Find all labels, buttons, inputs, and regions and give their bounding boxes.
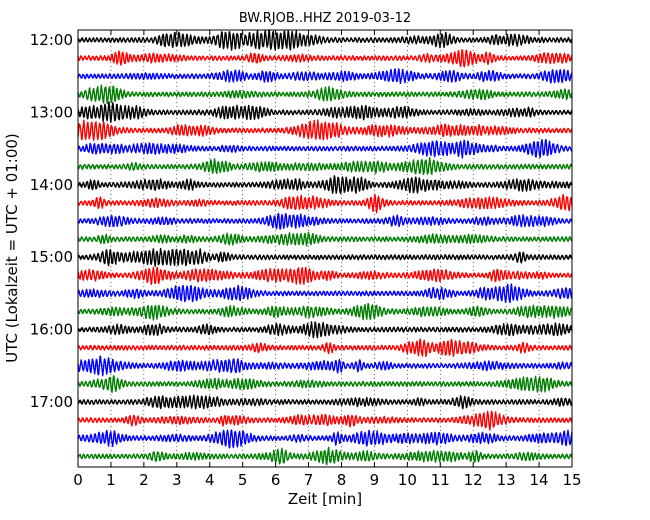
trace-1500 bbox=[77, 247, 573, 267]
trace-1230 bbox=[77, 68, 573, 85]
x-tick-label: 1 bbox=[106, 471, 116, 489]
y-tick-label: 17:00 bbox=[30, 393, 73, 411]
x-tick-label: 2 bbox=[139, 471, 149, 489]
y-tick-label: 13:00 bbox=[30, 103, 73, 121]
trace-1630 bbox=[77, 355, 573, 377]
x-tick-label: 5 bbox=[238, 471, 248, 489]
trace-1530 bbox=[77, 283, 573, 304]
trace-1600 bbox=[77, 321, 573, 339]
trace-1745 bbox=[77, 446, 573, 466]
x-tick-label: 7 bbox=[304, 471, 314, 489]
y-tick-label: 15:00 bbox=[30, 248, 73, 266]
trace-1315 bbox=[77, 119, 573, 141]
x-tick-label: 14 bbox=[530, 471, 549, 489]
trace-1730 bbox=[77, 429, 573, 449]
trace-1615 bbox=[77, 338, 573, 357]
x-tick-label: 11 bbox=[431, 471, 450, 489]
y-axis: 12:00 13:00 14:00 15:00 16:00 17:00 bbox=[30, 31, 572, 411]
x-tick-label: 8 bbox=[337, 471, 347, 489]
trace-1430 bbox=[77, 212, 573, 230]
plot-frame bbox=[77, 29, 573, 468]
grid bbox=[78, 30, 572, 467]
seismogram-traces bbox=[77, 29, 573, 466]
x-tick-label: 0 bbox=[73, 471, 83, 489]
x-tick-label: 15 bbox=[562, 471, 581, 489]
trace-1715 bbox=[77, 410, 573, 431]
trace-1200 bbox=[77, 29, 573, 51]
trace-1345 bbox=[77, 157, 573, 176]
trace-1545 bbox=[77, 302, 573, 321]
trace-1300 bbox=[77, 101, 573, 123]
trace-1415 bbox=[77, 193, 573, 214]
x-tick-label: 6 bbox=[271, 471, 281, 489]
x-tick-label: 3 bbox=[172, 471, 182, 489]
x-tick-label: 4 bbox=[205, 471, 215, 489]
y-tick-label: 12:00 bbox=[30, 31, 73, 49]
trace-1645 bbox=[77, 375, 573, 393]
trace-1445 bbox=[77, 231, 573, 247]
x-tick-label: 13 bbox=[497, 471, 516, 489]
x-axis-label: Zeit [min] bbox=[288, 490, 362, 508]
x-tick-label: 9 bbox=[370, 471, 380, 489]
trace-1515 bbox=[77, 266, 573, 285]
y-tick-label: 16:00 bbox=[30, 321, 73, 339]
trace-1400 bbox=[77, 175, 573, 195]
y-axis-label: UTC (Lokalzeit = UTC + 01:00) bbox=[3, 133, 21, 363]
x-tick-label: 10 bbox=[398, 471, 417, 489]
trace-1215 bbox=[77, 49, 573, 68]
y-tick-label: 14:00 bbox=[30, 176, 73, 194]
trace-1245 bbox=[77, 84, 573, 105]
trace-1330 bbox=[77, 138, 573, 159]
chart-title: BW.RJOB..HHZ 2019-03-12 bbox=[238, 11, 412, 26]
trace-1700 bbox=[77, 394, 573, 410]
x-tick-label: 12 bbox=[464, 471, 483, 489]
x-axis: 0 1 2 3 4 5 6 7 8 9 10 11 12 13 14 15 bbox=[73, 30, 582, 489]
